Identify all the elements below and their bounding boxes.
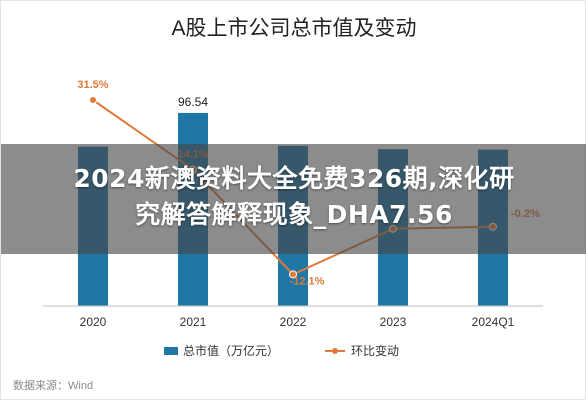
legend-label-line: 环比变动 (351, 343, 399, 358)
banner-line-2: 究解答解释现象_DHA7.56 (135, 200, 453, 229)
line-value-label-2022: -12.1% (290, 275, 325, 287)
x-tick-label-2023: 2023 (380, 315, 407, 329)
legend-swatch-bars (164, 347, 178, 355)
overlay-banner-text: 2024新澳资料大全免费326期,深化研 究解答解释现象_DHA7.56 (1, 161, 586, 233)
chart-title: A股上市公司总市值及变动 (171, 17, 416, 40)
line-point-2020 (89, 96, 97, 104)
x-tick-label-2020: 2020 (80, 315, 107, 329)
legend: 总市值（万亿元） 环比变动 (164, 343, 399, 358)
banner-line-1: 2024新澳资料大全免费326期,深化研 (73, 164, 515, 193)
overlay-banner (1, 144, 586, 254)
legend-label-bars: 总市值（万亿元） (183, 343, 279, 358)
x-tick-labels: 2020 2021 2022 2023 2024Q1 (80, 315, 515, 329)
x-tick-label-2024Q1: 2024Q1 (472, 315, 515, 329)
line-point-2022 (289, 270, 297, 279)
line-value-label-2020: 31.5% (77, 79, 108, 91)
source-note: 数据来源：Wind (13, 380, 94, 392)
x-tick-label-2022: 2022 (280, 315, 307, 329)
legend-swatch-line-marker (332, 348, 338, 354)
x-tick-label-2021: 2021 (180, 315, 207, 329)
bar-value-label-2021: 96.54 (178, 95, 208, 109)
